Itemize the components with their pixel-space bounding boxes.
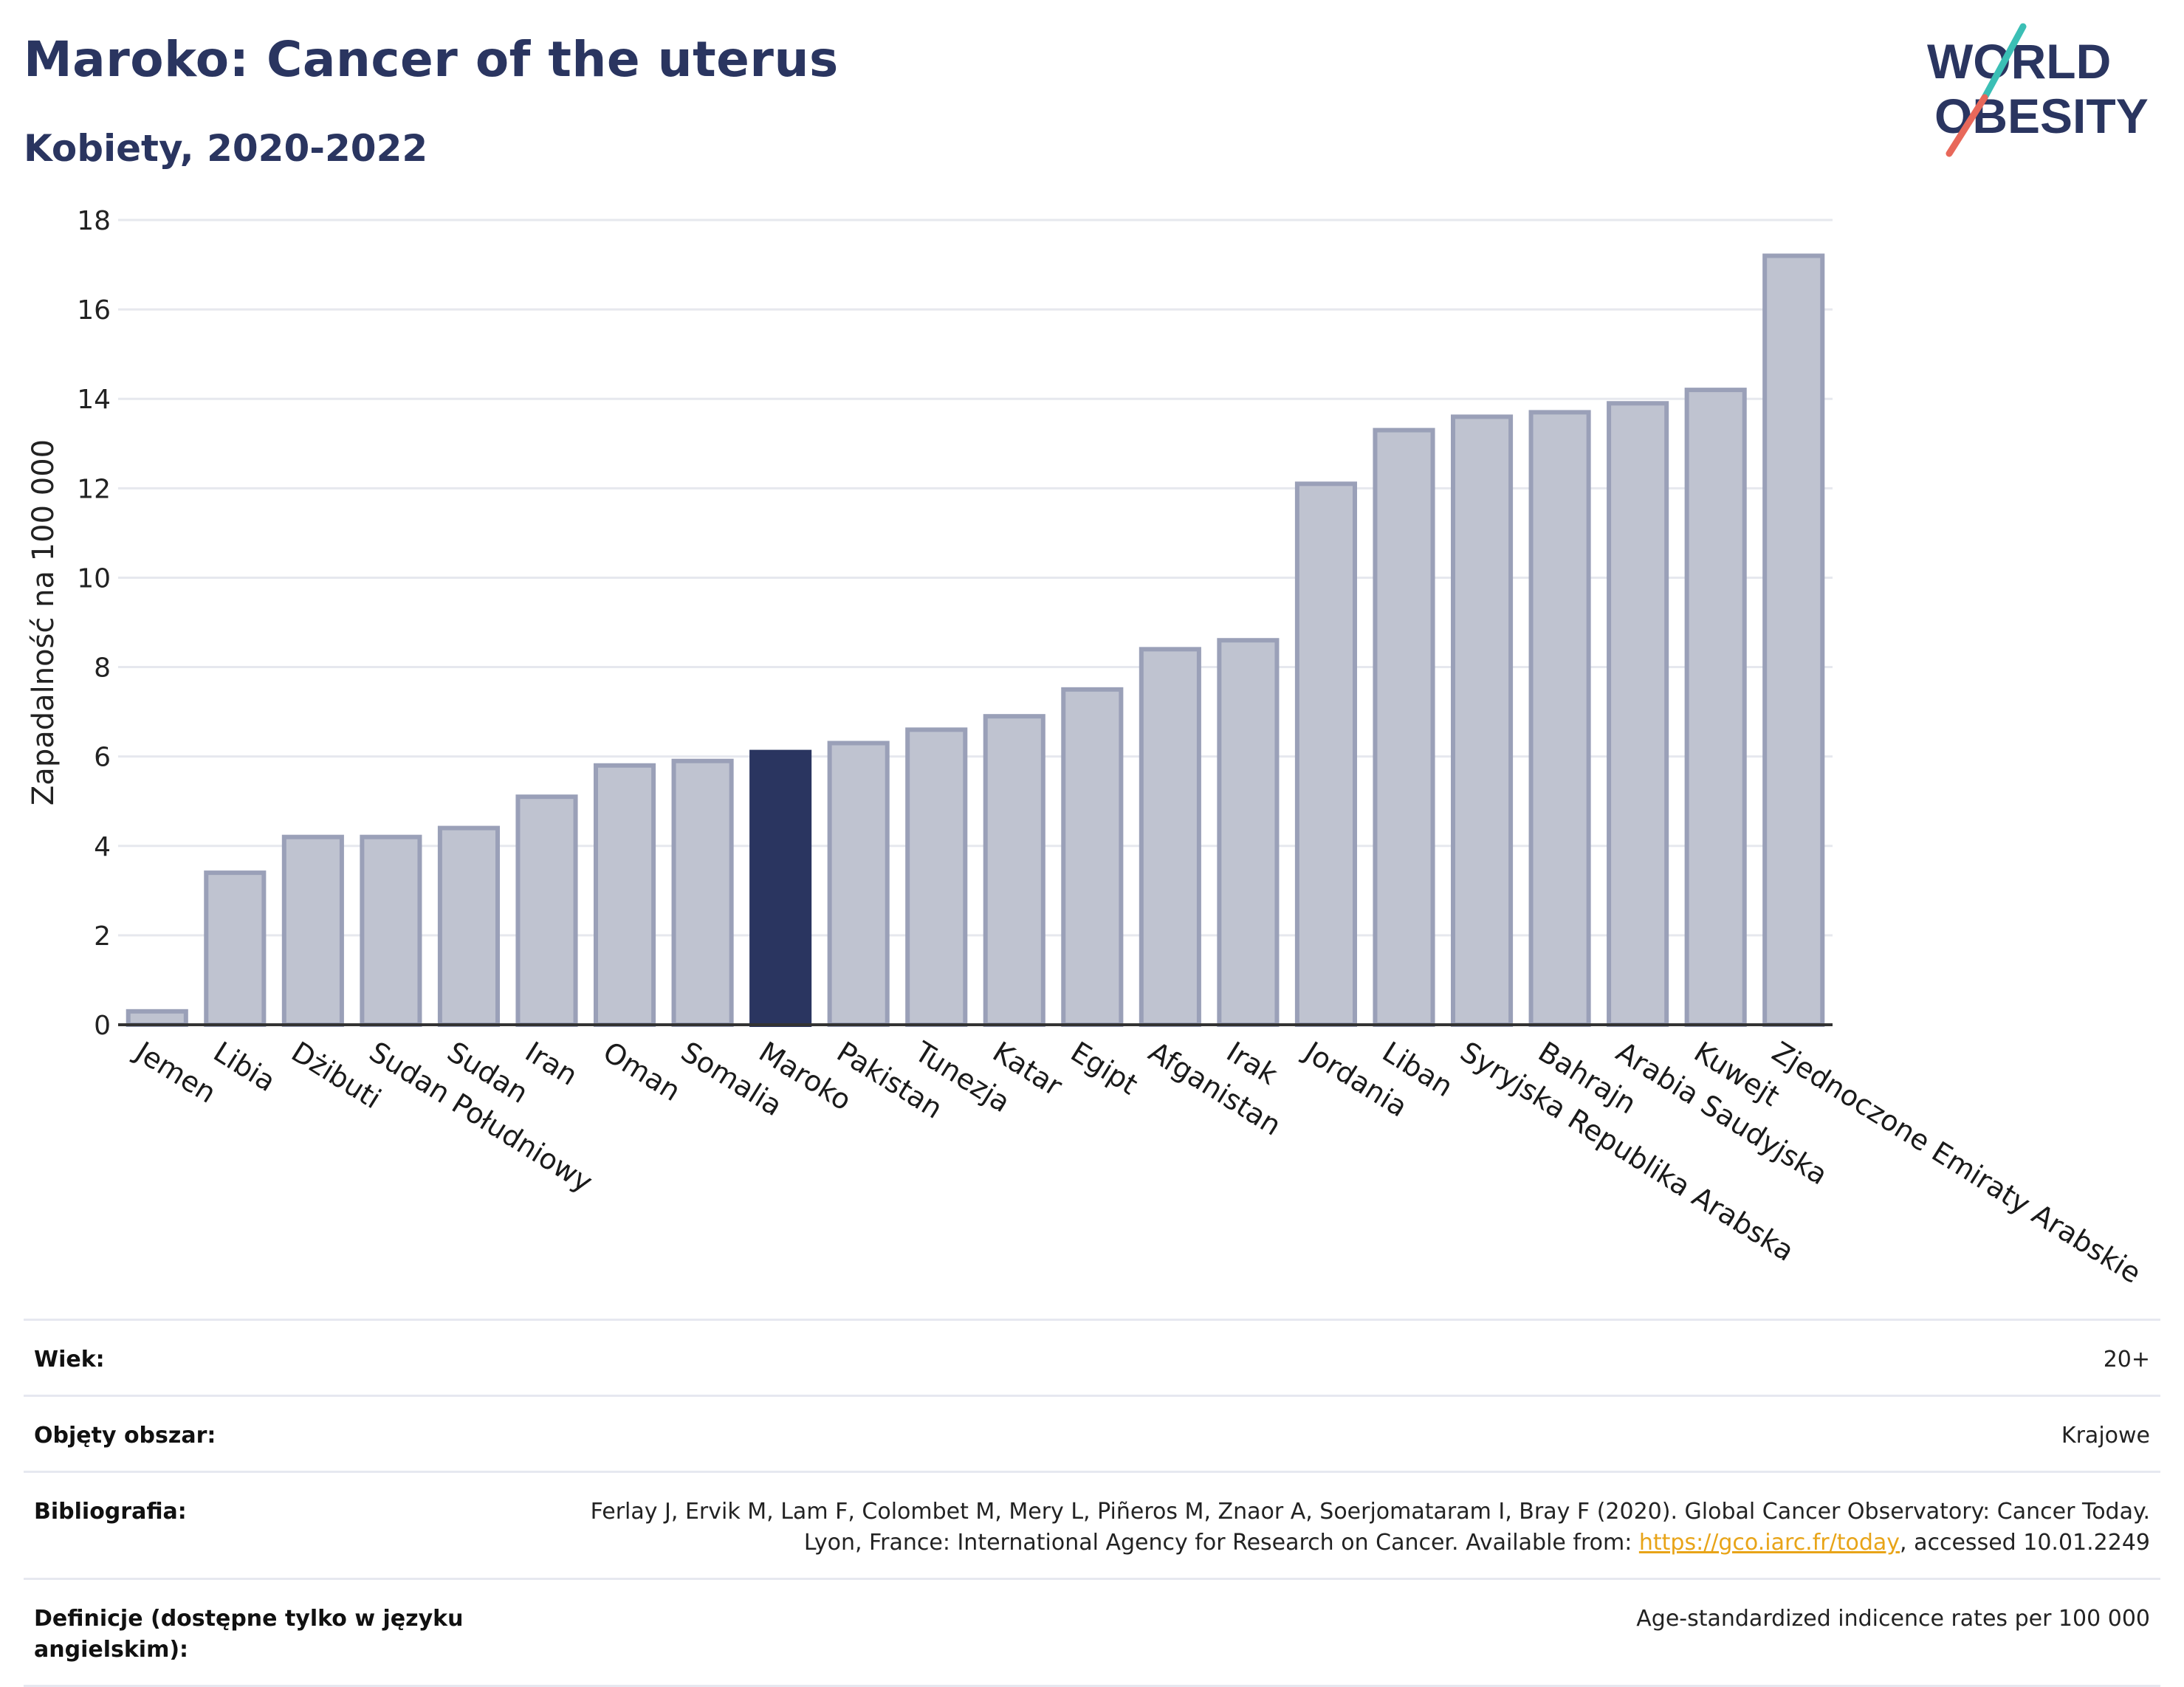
x-tick-label: Libia — [208, 1035, 281, 1098]
bar-irak — [1217, 638, 1280, 1027]
y-tick-label: 4 — [94, 832, 111, 862]
bar-sudan-południowy — [360, 834, 422, 1028]
x-tick-label: Oman — [597, 1035, 686, 1107]
meta-row-age: Wiek: 20+ — [24, 1319, 2160, 1395]
meta-value: 20+ — [2103, 1347, 2150, 1372]
bar-egipt — [1061, 687, 1124, 1027]
bar-jordania — [1294, 481, 1358, 1027]
bar-tunezja — [905, 727, 968, 1027]
logo-line2: OBESITY — [1934, 89, 2149, 143]
x-tick-label: Dżibuti — [286, 1035, 386, 1115]
x-tick-label: Egipt — [1065, 1035, 1144, 1101]
y-tick-label: 18 — [77, 206, 111, 236]
bar-bahrajn — [1528, 410, 1591, 1027]
meta-label: Wiek: — [34, 1347, 105, 1372]
y-tick-label: 14 — [77, 385, 111, 415]
meta-label: Definicje (dostępne tylko w języku angie… — [34, 1606, 464, 1663]
y-tick-label: 12 — [77, 474, 111, 504]
bar-somalia — [671, 758, 734, 1027]
bar-syryjska-republika-arabska — [1450, 414, 1514, 1027]
bar-zjednoczone-emiraty-arabskie — [1762, 253, 1825, 1027]
bar-dżibuti — [281, 834, 344, 1028]
y-tick-label: 16 — [77, 295, 111, 326]
bar-chart: 0 2 4 6 8 10 12 14 16 18 Zapadalność na 100 000 Jem… — [27, 206, 2146, 1290]
logo-line1: WORLD — [1927, 34, 2111, 89]
y-tick-label: 6 — [94, 743, 111, 773]
bar-maroko — [749, 749, 812, 1027]
logo-slash-teal — [1981, 23, 2027, 101]
meta-label: Bibliografia: — [34, 1499, 187, 1525]
meta-label: Objęty obszar: — [34, 1423, 216, 1449]
y-tick-label: 2 — [94, 921, 111, 952]
y-tick-label: 10 — [77, 563, 111, 594]
y-tick-label: 8 — [94, 653, 111, 684]
bar-oman — [593, 763, 656, 1027]
bar-kuwejt — [1684, 388, 1747, 1028]
meta-row-area: Objęty obszar: Krajowe — [24, 1395, 2160, 1471]
world-obesity-logo: WORLD OBESITY — [1927, 23, 2149, 157]
meta-row-definitions: Definicje (dostępne tylko w języku angie… — [24, 1578, 2160, 1687]
bar-arabia-saudyjska — [1607, 401, 1669, 1027]
y-axis-label: Zapadalność na 100 000 — [27, 439, 61, 805]
meta-row-bibliography: Bibliografia: Ferlay J, Ervik M, Lam F, … — [24, 1471, 2160, 1578]
bar-jemen — [126, 1009, 188, 1028]
meta-value: Age-standardized indicence rates per 100… — [1636, 1606, 2150, 1632]
bar-iran — [515, 794, 578, 1028]
bar-liban — [1373, 427, 1435, 1028]
chart-title: Maroko: Cancer of the uterus — [24, 31, 839, 88]
meta-value: Ferlay J, Ervik M, Lam F, Colombet M, Me… — [540, 1497, 2150, 1559]
bar-sudan — [437, 825, 501, 1027]
bar-afganistan — [1139, 647, 1201, 1027]
bar-katar — [983, 714, 1045, 1028]
chart-subtitle: Kobiety, 2020-2022 — [24, 127, 428, 170]
meta-value: Krajowe — [2061, 1423, 2150, 1449]
bibliography-text: Ferlay J, Ervik M, Lam F, Colombet M, Me… — [590, 1499, 2150, 1556]
logo-slash-coral — [1946, 94, 1988, 157]
y-tick-label: 0 — [94, 1011, 111, 1041]
metadata-table: Wiek: 20+ Objęty obszar: Krajowe Bibliog… — [24, 1319, 2160, 1687]
bar-pakistan — [827, 741, 890, 1027]
bar-libia — [204, 870, 267, 1027]
source-link[interactable]: https://gco.iarc.fr/today — [1638, 1530, 1900, 1556]
bibliography-accessed: , accessed 10.01.2249 — [1900, 1530, 2150, 1556]
x-tick-label: Jemen — [128, 1034, 222, 1109]
